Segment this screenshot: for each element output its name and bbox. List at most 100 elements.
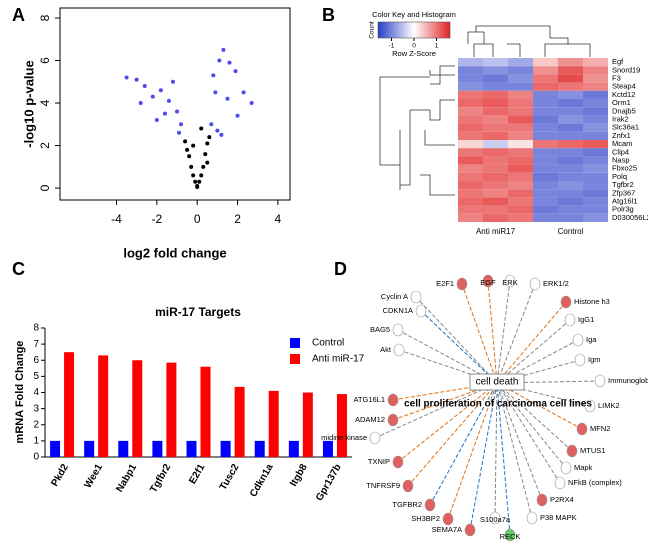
heatmap-cell: [533, 131, 558, 140]
point: [241, 90, 246, 95]
node-label: BAG5: [370, 325, 390, 334]
y-tick-label: 1: [33, 436, 39, 447]
heatmap-cell: [458, 107, 483, 116]
heatmap-cell: [458, 181, 483, 190]
point: [179, 122, 184, 127]
edge: [496, 382, 573, 452]
x-tick-label: Nabp1: [114, 462, 139, 494]
x-tick-label: Wee1: [83, 462, 106, 490]
x-tick-label: 0: [194, 212, 201, 226]
row-label: Mcam: [612, 139, 632, 148]
heatmap-cell: [508, 213, 533, 222]
bar: [336, 394, 347, 457]
heatmap-cell: [458, 213, 483, 222]
heatmap-cell: [508, 205, 533, 214]
y-tick-label: 3: [33, 403, 39, 414]
bar: [220, 440, 231, 457]
legend-swatch: [290, 338, 300, 348]
y-tick-label: 2: [33, 419, 39, 430]
node: [572, 333, 584, 347]
panel-label: C: [12, 259, 25, 279]
column-label: Control: [558, 227, 584, 236]
point: [213, 90, 218, 95]
heatmap-cell: [533, 82, 558, 91]
edge: [461, 283, 498, 384]
heatmap-cell: [508, 131, 533, 140]
node: [464, 523, 476, 537]
point: [205, 141, 210, 146]
heatmap-cell: [558, 58, 583, 67]
point: [193, 179, 198, 184]
bar: [200, 366, 211, 457]
heatmap-cell: [558, 172, 583, 181]
heatmap-cell: [458, 99, 483, 108]
edge: [496, 319, 571, 384]
edge: [496, 359, 581, 384]
edge: [447, 382, 498, 520]
heatmap-cell: [583, 107, 608, 116]
heatmap-cell: [508, 115, 533, 124]
node-label: MFN2: [590, 424, 610, 433]
y-axis-label: -log10 p-value: [21, 60, 36, 147]
node: [529, 277, 541, 291]
node-label: P38 MAPK: [540, 513, 577, 522]
edge: [496, 382, 567, 469]
y-tick-label: 5: [33, 371, 39, 382]
heatmap-cell: [583, 131, 608, 140]
heatmap-cell: [483, 82, 508, 91]
point: [162, 111, 167, 116]
heatmap-cell: [458, 205, 483, 214]
color-key-xlabel: Row Z-Score: [392, 49, 436, 58]
color-key-tick-label: 1: [435, 43, 439, 50]
heatmap-cell: [583, 197, 608, 206]
node-label: SH3BP2: [411, 514, 440, 523]
row-label: Dnajb5: [612, 106, 636, 115]
heatmap-cell: [508, 197, 533, 206]
edge: [429, 382, 498, 506]
heatmap-cell: [458, 131, 483, 140]
point: [177, 130, 182, 135]
bar: [166, 362, 177, 457]
node: [526, 511, 538, 525]
legend-label: Control: [312, 338, 344, 349]
node: [574, 353, 586, 367]
node-label: ATG16L1: [353, 395, 385, 404]
point: [191, 143, 196, 148]
heatmap-cell: [583, 74, 608, 83]
heatmap-cell: [458, 66, 483, 75]
point: [154, 118, 159, 123]
edge: [496, 382, 511, 536]
row-label: Fbxo25: [612, 164, 637, 173]
point: [175, 109, 180, 114]
point: [211, 73, 216, 78]
node-label: ADAM12: [355, 415, 385, 424]
panel-label: B: [322, 5, 335, 25]
y-tick-label: 0: [38, 184, 52, 191]
y-tick-label: 8: [33, 323, 39, 334]
node: [564, 313, 576, 327]
point: [209, 122, 214, 127]
node-label: TGFBR2: [392, 500, 422, 509]
heatmap-cell: [458, 140, 483, 149]
heatmap-cell: [533, 66, 558, 75]
edge: [496, 382, 583, 430]
bar: [84, 440, 95, 457]
row-label: Atg16l1: [612, 196, 637, 205]
heatmap-cell: [483, 164, 508, 173]
node: [584, 399, 596, 413]
dendrogram: [379, 25, 591, 196]
node: [392, 455, 404, 469]
heatmap-cell: [508, 90, 533, 99]
panel-label: A: [12, 5, 25, 25]
point: [191, 173, 196, 178]
heatmap-cell: [533, 140, 558, 149]
bar: [288, 440, 299, 457]
heatmap-cell: [583, 58, 608, 67]
heatmap-cell: [483, 99, 508, 108]
heatmap-cell: [533, 156, 558, 165]
heatmap-cell: [583, 148, 608, 157]
node-label: IgG1: [578, 315, 594, 324]
bar: [254, 440, 265, 457]
point: [166, 98, 171, 103]
node: [410, 290, 422, 304]
